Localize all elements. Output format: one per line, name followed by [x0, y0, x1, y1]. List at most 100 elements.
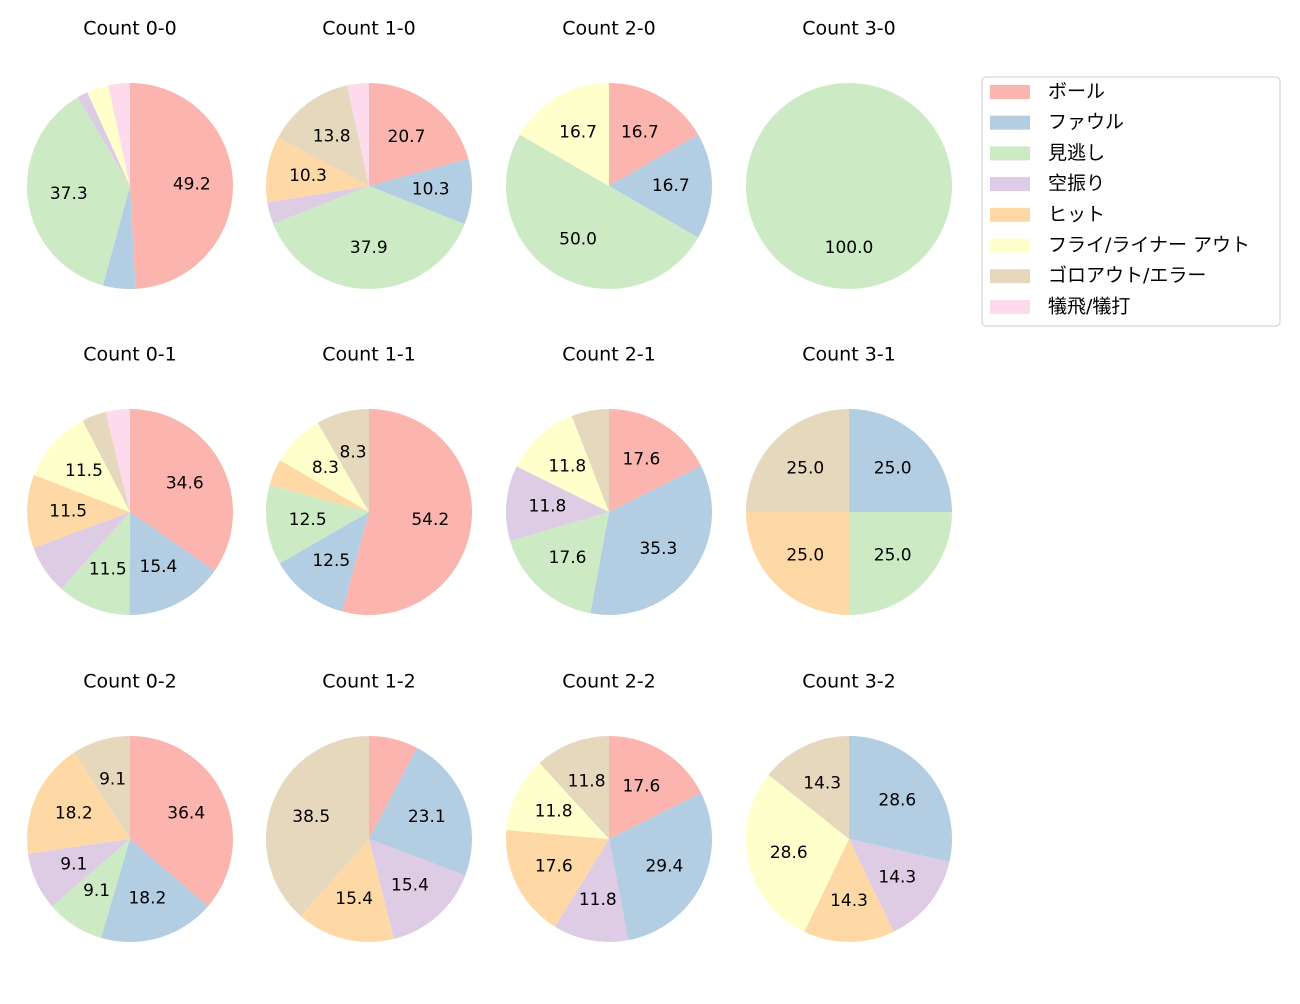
pie-slice [369, 158, 473, 225]
chart-title: Count 0-0 [83, 18, 177, 40]
pie-slice [590, 465, 712, 615]
data-label: 25.0 [786, 546, 824, 566]
pie-slice [347, 83, 369, 186]
data-label: 35.3 [639, 539, 677, 559]
pie-slice [342, 409, 472, 615]
pie-slice [102, 186, 136, 289]
pie-slice [300, 839, 394, 943]
pie-slice [100, 839, 208, 942]
data-label: 17.6 [535, 857, 573, 877]
pie-slice [369, 736, 417, 839]
chart-title: Count 2-0 [562, 18, 656, 40]
pie-slice [516, 415, 609, 512]
data-label: 36.4 [167, 803, 205, 823]
pie-slice [609, 134, 712, 238]
pie-slice [33, 512, 130, 589]
data-label: 23.1 [408, 807, 446, 827]
data-label: 16.7 [559, 122, 597, 142]
data-label: 37.9 [350, 238, 388, 258]
pie-slice [768, 736, 849, 839]
data-label: 25.0 [786, 458, 824, 478]
pie-slice [280, 422, 369, 512]
pie-slice [74, 736, 130, 839]
pie-slice [849, 736, 952, 862]
data-label: 15.4 [140, 557, 178, 577]
chart-title: Count 0-2 [83, 671, 177, 693]
data-label: 13.8 [313, 127, 351, 147]
pie-slice [571, 409, 609, 512]
data-label: 9.1 [83, 881, 110, 901]
legend-label: 犠飛/犠打 [1048, 295, 1130, 317]
pie-slice [746, 409, 849, 512]
pie-slice [849, 409, 952, 512]
data-label: 12.5 [312, 551, 350, 571]
data-label: 11.8 [579, 890, 617, 910]
legend-swatch [990, 146, 1030, 161]
legend-swatch [990, 299, 1030, 314]
chart-title: Count 1-2 [322, 671, 416, 693]
pie-slice [369, 747, 472, 876]
pie-slice [505, 134, 699, 290]
data-label: 11.8 [529, 497, 567, 517]
data-label: 28.6 [878, 790, 916, 810]
data-label: 54.2 [411, 510, 449, 530]
data-label: 28.6 [770, 843, 808, 863]
data-label: 14.3 [803, 773, 841, 793]
pie-slice [278, 85, 369, 186]
data-label: 10.3 [289, 166, 327, 186]
data-label: 17.6 [549, 548, 587, 568]
chart-title: Count 1-0 [322, 18, 416, 40]
pie-slice [849, 839, 950, 932]
pie-slice [266, 736, 369, 917]
legend-swatch [990, 85, 1030, 99]
pie-slice [317, 409, 369, 512]
data-label: 25.0 [874, 546, 912, 566]
pie-slice [27, 752, 131, 854]
data-label: 50.0 [559, 230, 597, 250]
pie-slice [609, 792, 712, 941]
legend-box [981, 76, 1281, 327]
pie-slice [61, 512, 130, 615]
legend-swatch [990, 238, 1030, 253]
data-label: 25.0 [874, 458, 912, 478]
pie-slice [369, 83, 469, 186]
legend-label: ファウル [1048, 111, 1124, 133]
pie-slice [505, 829, 609, 927]
data-label: 15.4 [335, 889, 373, 909]
data-label: 17.6 [623, 776, 661, 796]
pie-slice [108, 83, 130, 186]
data-label: 11.8 [568, 771, 606, 791]
pie-slice [539, 736, 609, 839]
pie-slice [609, 736, 702, 839]
pie-slice [28, 839, 130, 907]
data-label: 18.2 [128, 888, 166, 908]
chart-title: Count 3-0 [802, 18, 896, 40]
data-label: 34.6 [166, 473, 204, 493]
data-label: 100.0 [825, 238, 874, 258]
pie-slice [554, 839, 629, 942]
pie-slice [519, 83, 609, 186]
pie-slice [609, 409, 702, 512]
chart-title: Count 0-1 [83, 344, 177, 366]
pie-slice [510, 512, 609, 614]
pie-slice [746, 83, 952, 289]
data-label: 16.7 [621, 122, 659, 142]
data-label: 38.5 [292, 807, 330, 827]
data-label: 49.2 [173, 174, 211, 194]
data-label: 10.3 [412, 179, 450, 199]
pie-slice [105, 409, 130, 512]
data-label: 11.8 [548, 456, 586, 476]
legend-swatch [990, 115, 1030, 130]
data-label: 14.3 [830, 891, 868, 911]
pie-slice [77, 92, 130, 186]
pie-slice [265, 137, 369, 203]
data-label: 12.5 [289, 510, 327, 530]
chart-title: Count 3-1 [802, 344, 896, 366]
pie-slice [269, 460, 369, 512]
data-label: 15.4 [391, 875, 429, 895]
data-label: 11.5 [65, 461, 103, 481]
data-label: 8.3 [312, 458, 339, 478]
pie-slice [273, 186, 465, 290]
chart-title: Count 2-1 [562, 344, 656, 366]
